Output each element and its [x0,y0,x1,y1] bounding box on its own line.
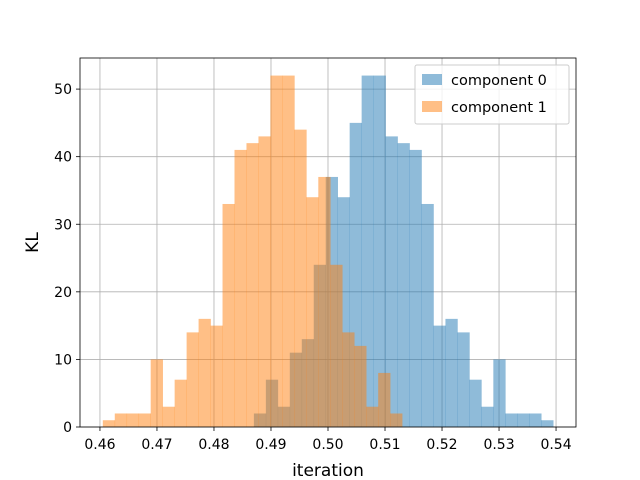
histogram-bar [457,332,470,427]
histogram-bar [294,129,307,427]
x-tick-label: 0.53 [483,437,514,453]
histogram-bar [318,176,331,427]
histogram-bar [210,325,223,427]
y-axis-label: KL [23,232,43,253]
y-tick-label: 0 [63,420,72,436]
histogram-bar [102,420,116,427]
histogram-bar [505,413,518,427]
histogram-bar [114,413,128,427]
histogram-bar [366,406,379,427]
histogram-bar [306,197,319,427]
histogram-bar [354,345,367,427]
x-tick-label: 0.48 [198,437,229,453]
legend: component 0 component 1 [414,64,570,125]
histogram-bar [373,75,386,428]
histogram-bar [330,264,343,427]
series-1 [102,75,403,428]
histogram-bar [162,406,175,427]
histogram-bar [390,413,403,427]
y-tick-label: 20 [54,285,72,301]
y-tick-label: 10 [54,352,72,368]
x-tick-label: 0.46 [84,437,115,453]
histogram-bar [517,413,530,427]
x-tick-label: 0.51 [369,437,400,453]
y-tick-label: 50 [54,82,72,98]
x-tick-label: 0.54 [540,437,571,453]
histogram-bar [126,413,140,427]
histogram-bar [421,203,434,427]
histogram-bar [138,413,151,427]
histogram-bar [198,318,211,427]
histogram-bar [409,149,422,427]
histogram-bar [186,332,199,427]
legend-swatch [422,74,442,85]
histogram-bar [361,75,374,428]
histogram-bar [234,149,247,427]
histogram-bar [270,75,283,428]
legend-label: component 0 [451,73,547,89]
histogram-bar [342,332,355,427]
histogram-bar [385,136,398,427]
histogram-bar [529,413,542,427]
legend-label: component 1 [451,100,547,116]
histogram-bar [258,136,271,427]
histogram-bar [493,359,506,427]
x-tick-label: 0.47 [141,437,172,453]
x-axis-label: iteration [292,461,364,480]
histogram-bar [246,143,259,427]
histogram-bar [481,406,494,427]
x-tick-label: 0.49 [255,437,286,453]
legend-box [414,64,570,125]
y-tick-label: 30 [54,217,72,233]
histogram-bar [445,318,458,427]
x-tick-label: 0.50 [312,437,343,453]
histogram-bar [282,75,295,428]
histogram-bar [150,359,163,427]
y-tick-label: 40 [54,150,72,166]
histogram-bar [397,143,410,427]
bars [102,75,554,428]
histogram-bar [541,420,554,427]
ticks: 0.46 0.47 0.48 0.49 0.50 0.51 0.52 0.53 0.54 0 10 2… [54,82,572,453]
histogram-bar [433,325,446,427]
histogram-bar [174,379,187,427]
legend-swatch [422,101,442,112]
histogram-bar [222,203,235,427]
histogram-bar [469,379,482,427]
histogram-bar [378,372,391,427]
x-tick-label: 0.52 [426,437,457,453]
